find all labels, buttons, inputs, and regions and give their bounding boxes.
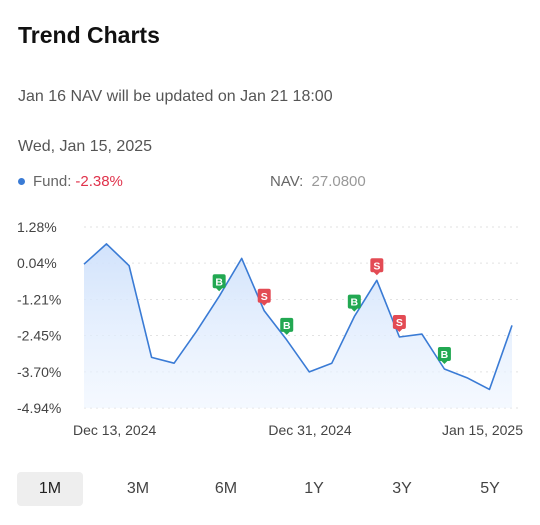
trade-markers: B S B B S S B <box>212 258 451 365</box>
buy-marker: B <box>212 274 226 292</box>
sell-marker: S <box>392 314 406 332</box>
fund-dot-icon <box>18 178 25 185</box>
svg-text:B: B <box>215 276 223 288</box>
tab-3m[interactable]: 3M <box>126 480 150 497</box>
chart-area-fill <box>84 243 512 408</box>
y-tick-label: -4.94% <box>17 400 61 416</box>
page-title: Trend Charts <box>18 22 160 48</box>
y-tick-label: 1.28% <box>17 219 57 235</box>
x-tick-label: Jan 15, 2025 <box>442 422 523 438</box>
selected-date: Wed, Jan 15, 2025 <box>18 138 153 155</box>
y-tick-label: -3.70% <box>17 364 61 380</box>
tab-6m[interactable]: 6M <box>214 480 238 497</box>
fund-value: -2.38% <box>75 173 123 190</box>
nav-value: 27.0800 <box>311 173 366 190</box>
x-tick-label: Dec 13, 2024 <box>73 422 156 438</box>
fund-legend: Fund: -2.38% <box>18 173 123 190</box>
y-axis-ticks: 1.28% 0.04% -1.21% -2.45% -3.70% -4.94% <box>17 219 61 416</box>
buy-marker: B <box>437 347 451 365</box>
y-tick-label: 0.04% <box>17 255 57 271</box>
sell-marker: S <box>257 288 271 306</box>
nav-legend: NAV: 27.0800 <box>270 173 366 190</box>
svg-text:B: B <box>351 297 359 309</box>
x-axis-ticks: Dec 13, 2024 Dec 31, 2024 Jan 15, 2025 <box>73 422 523 438</box>
buy-marker: B <box>280 317 294 335</box>
period-tabs: 1M 3M 6M 1Y 3Y 5Y <box>17 472 523 508</box>
svg-text:B: B <box>441 349 449 361</box>
tab-1y[interactable]: 1Y <box>304 480 324 497</box>
y-tick-label: -1.21% <box>17 291 61 307</box>
nav-label: NAV: <box>270 173 304 190</box>
tab-3y[interactable]: 3Y <box>392 480 412 497</box>
svg-text:S: S <box>373 260 380 272</box>
svg-text:S: S <box>396 317 403 329</box>
buy-marker: B <box>347 294 361 312</box>
y-tick-label: -2.45% <box>17 328 61 344</box>
svg-text:S: S <box>261 291 268 303</box>
sell-marker: S <box>370 258 384 276</box>
nav-update-notice: Jan 16 NAV will be updated on Jan 21 18:… <box>18 88 333 105</box>
tab-1m[interactable]: 1M <box>17 472 83 506</box>
x-tick-label: Dec 31, 2024 <box>268 422 351 438</box>
trend-chart[interactable]: 1.28% 0.04% -1.21% -2.45% -3.70% -4.94% B S B B S… <box>0 210 540 445</box>
svg-text:B: B <box>283 320 291 332</box>
fund-label: Fund: <box>33 173 72 190</box>
fund-series-line <box>83 243 513 391</box>
tab-5y[interactable]: 5Y <box>480 480 500 497</box>
